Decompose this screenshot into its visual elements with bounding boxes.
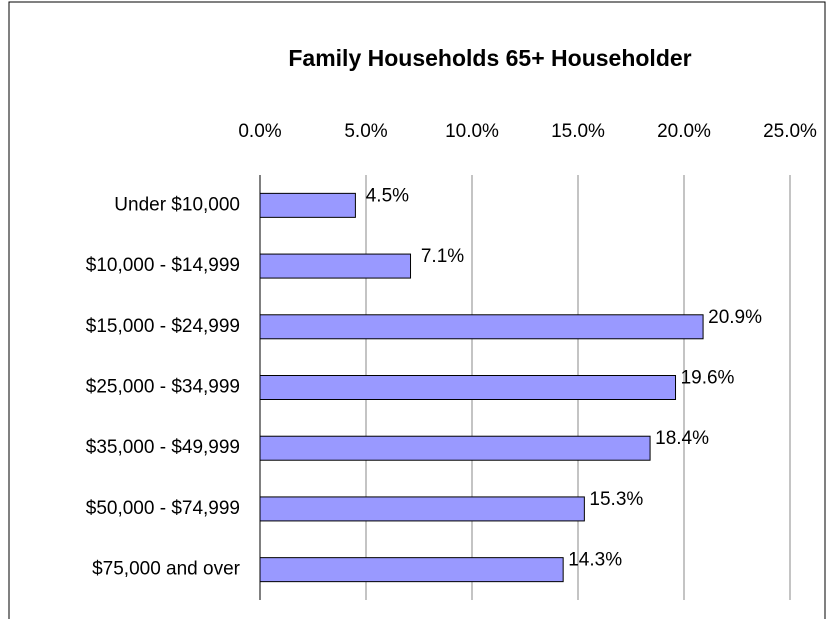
data-label: 7.1% (421, 246, 464, 267)
bar (259, 192, 356, 218)
bar (259, 314, 704, 340)
y-tick-label: $10,000 - $14,999 (86, 255, 240, 276)
bar (259, 375, 677, 400)
y-tick-label: $35,000 - $49,999 (86, 437, 240, 458)
bar (259, 496, 585, 522)
y-tick-label: $50,000 - $74,999 (86, 498, 240, 519)
data-label: 15.3% (589, 489, 643, 510)
y-tick-label: $15,000 - $24,999 (86, 316, 240, 337)
data-label: 4.5% (366, 185, 409, 206)
x-tick-label: 0.0% (238, 121, 281, 142)
x-tick-label: 20.0% (657, 121, 711, 142)
x-tick-label: 5.0% (344, 121, 387, 142)
bar (259, 435, 651, 461)
data-label: 19.6% (681, 368, 735, 389)
chart-title: Family Households 65+ Householder (288, 45, 691, 71)
bar (259, 557, 564, 583)
y-tick-label: $75,000 and over (92, 559, 241, 580)
data-label: 18.4% (655, 428, 709, 449)
y-tick-label: Under $10,000 (114, 194, 240, 215)
bar (259, 253, 412, 279)
x-tick-label: 25.0% (763, 121, 817, 142)
x-tick-label: 15.0% (551, 121, 605, 142)
data-label: 20.9% (708, 307, 762, 328)
y-tick-label: $25,000 - $34,999 (86, 377, 240, 398)
data-label: 14.3% (568, 550, 622, 571)
x-tick-label: 10.0% (445, 121, 499, 142)
frame (8, 1, 826, 619)
